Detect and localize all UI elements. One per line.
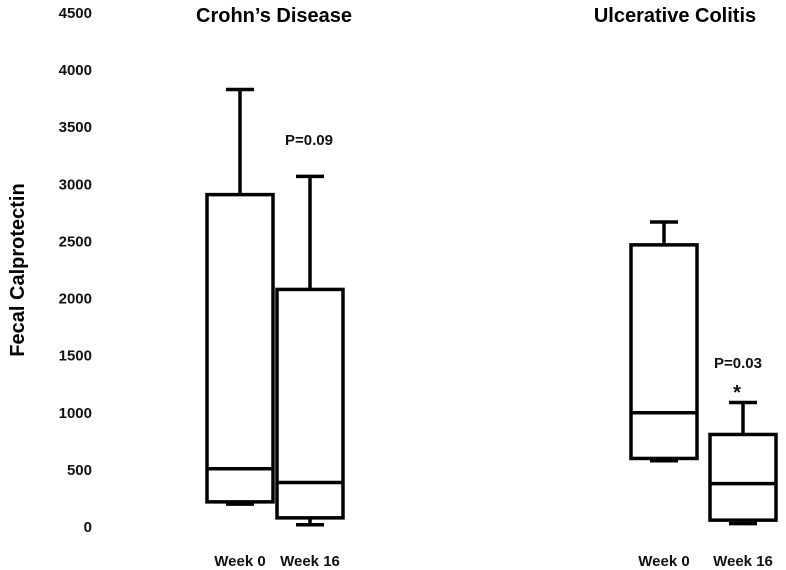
y-tick-label: 1500 bbox=[59, 348, 92, 365]
y-tick-label: 4500 bbox=[59, 5, 92, 22]
y-tick-label: 500 bbox=[67, 462, 92, 479]
box-group bbox=[629, 220, 699, 463]
y-tick-label: 0 bbox=[84, 519, 92, 536]
x-category-label: Week 0 bbox=[638, 553, 689, 570]
y-tick-label: 3500 bbox=[59, 119, 92, 136]
box-group bbox=[708, 400, 778, 526]
iqr-box bbox=[708, 432, 778, 522]
box-group bbox=[275, 174, 345, 527]
panel-title-uc: Ulcerative Colitis bbox=[594, 5, 756, 27]
p-value-crohns: P=0.09 bbox=[285, 132, 333, 149]
panel-title-crohns: Crohn’s Disease bbox=[196, 5, 352, 27]
x-category-label: Week 16 bbox=[713, 553, 773, 570]
y-axis-ticks: 0 500 1000 1500 2000 2500 3000 3500 4000 4500 bbox=[59, 5, 92, 536]
y-tick-label: 4000 bbox=[59, 62, 92, 79]
iqr-box bbox=[275, 287, 345, 520]
significance-marker: * bbox=[733, 382, 741, 404]
y-tick-label: 1000 bbox=[59, 405, 92, 422]
y-tick-label: 2000 bbox=[59, 291, 92, 308]
x-axis-categories: Week 0 Week 16 Week 0 Week 16 bbox=[214, 553, 773, 570]
p-value-uc: P=0.03 bbox=[714, 355, 762, 372]
x-category-label: Week 0 bbox=[214, 553, 265, 570]
y-axis-label: Fecal Calprotectin bbox=[7, 183, 29, 356]
x-category-label: Week 16 bbox=[280, 553, 340, 570]
iqr-box bbox=[205, 192, 275, 504]
box-group bbox=[205, 87, 275, 506]
iqr-box bbox=[629, 243, 699, 461]
y-tick-label: 3000 bbox=[59, 176, 92, 193]
box-series bbox=[205, 87, 778, 527]
y-tick-label: 2500 bbox=[59, 233, 92, 250]
